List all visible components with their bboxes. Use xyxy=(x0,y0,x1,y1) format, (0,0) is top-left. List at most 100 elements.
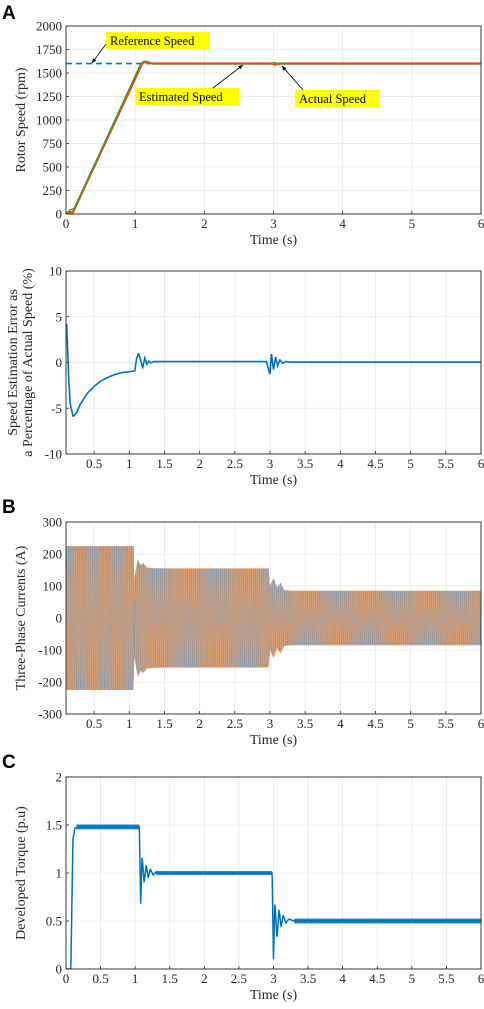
grid xyxy=(65,25,482,215)
x-axis-label: Time (s) xyxy=(250,473,298,488)
x-tick-label: 3.5 xyxy=(300,971,316,986)
y-tick-label: -10 xyxy=(45,447,62,462)
annotation-estimated-speed: Estimated Speed xyxy=(135,64,244,105)
x-tick-label: 6 xyxy=(478,216,484,231)
annotation-text: Estimated Speed xyxy=(139,90,223,104)
x-tick-label: 5.5 xyxy=(438,971,454,986)
y-tick-label: 0 xyxy=(56,207,63,222)
x-tick-label: 4 xyxy=(339,216,346,231)
series-actual-speed xyxy=(66,60,481,214)
y-tick-label: 5 xyxy=(56,309,63,324)
axes-frame xyxy=(65,776,482,970)
x-tick-label: 3.5 xyxy=(297,716,313,731)
y-tick-label: 2 xyxy=(56,770,63,785)
panel-label-b: B xyxy=(2,497,16,518)
x-tick-label: 1.5 xyxy=(156,716,172,731)
x-tick-label: 3 xyxy=(270,216,277,231)
x-tick-label: 2 xyxy=(196,716,203,731)
chart-speed_error: 0.5 1 1.5 2 2.5 3 3.5 4 4.5 5 5.5 6 -10 -5 0 5 10 Time (s… xyxy=(6,264,484,489)
annotation-reference-speed: Reference Speed xyxy=(91,32,210,64)
annotation-arrowhead xyxy=(92,58,97,63)
y-tick-label: 1750 xyxy=(36,42,62,57)
x-axis-label: Time (s) xyxy=(250,733,298,748)
plot-area xyxy=(66,824,481,969)
y-tick-label: 0.5 xyxy=(46,914,62,929)
x-tick-label: 2.5 xyxy=(227,716,243,731)
y-tick-label: -100 xyxy=(38,643,62,658)
annotation-box xyxy=(106,32,210,49)
x-tick-label: 1.5 xyxy=(156,456,172,471)
x-tick-label: 2 xyxy=(201,216,208,231)
x-tick-label: 1.5 xyxy=(162,971,178,986)
x-tick-label: 2 xyxy=(196,456,203,471)
series-speed-error xyxy=(66,324,481,418)
x-tick-label: 3 xyxy=(270,971,277,986)
x-tick-label: 5 xyxy=(409,216,416,231)
annotation-arrowhead xyxy=(238,65,243,70)
x-tick-label: 3.5 xyxy=(297,456,313,471)
y-tick-label: 1.5 xyxy=(46,818,62,833)
x-tick-label: 4.5 xyxy=(367,716,383,731)
x-tick-label: 3 xyxy=(267,456,274,471)
x-tick-label: 0 xyxy=(63,216,70,231)
x-tick-label: 6 xyxy=(478,716,484,731)
y-tick-label: -200 xyxy=(38,675,62,690)
x-tick-label: 1 xyxy=(132,216,139,231)
x-axis-label: Time (s) xyxy=(250,988,298,1003)
y-axis-label: Developed Torque (p.u) xyxy=(14,806,29,940)
y-tick-label: 200 xyxy=(43,547,63,562)
plot-area xyxy=(66,545,481,691)
annotation-box xyxy=(295,90,380,107)
y-tick-label: 100 xyxy=(43,579,63,594)
x-tick-label: 1 xyxy=(126,716,133,731)
x-tick-label: 5 xyxy=(407,456,414,471)
y-tick-label: 0 xyxy=(56,962,63,977)
y-axis-label: Rotor Speed (rpm) xyxy=(14,67,29,172)
x-tick-label: 0.5 xyxy=(92,971,108,986)
x-tick-label: 5 xyxy=(409,971,416,986)
x-tick-label: 4 xyxy=(339,971,346,986)
x-tick-label: 2 xyxy=(201,971,208,986)
annotation-arrow-line xyxy=(212,64,244,89)
y-tick-label: 1250 xyxy=(36,89,62,104)
y-tick-label: 250 xyxy=(43,183,63,198)
chart-phase_currents: 0.5 1 1.5 2 2.5 3 3.5 4 4.5 5 5.5 6 -300 -200 -100 0 100… xyxy=(14,515,484,749)
series-developed-torque xyxy=(66,826,481,969)
x-tick-label: 0.5 xyxy=(86,716,102,731)
y-tick-label: 10 xyxy=(49,264,62,279)
y-tick-label: 1000 xyxy=(36,113,62,128)
axes-frame xyxy=(65,25,482,215)
annotation-arrowhead xyxy=(282,66,287,71)
annotation-text: Reference Speed xyxy=(110,34,195,48)
x-tick-label: 4 xyxy=(337,716,344,731)
y-tick-label: 1 xyxy=(56,866,63,881)
current-phase-c xyxy=(66,545,481,691)
series-estimated-speed xyxy=(66,60,481,214)
x-tick-label: 4.5 xyxy=(369,971,385,986)
y-axis-label: a Percentage of Actual Speed (%) xyxy=(21,268,36,457)
plot-area xyxy=(66,60,481,214)
x-tick-label: 4.5 xyxy=(367,456,383,471)
axes-frame xyxy=(65,521,482,715)
y-tick-label: 300 xyxy=(43,515,63,530)
x-tick-label: 0.5 xyxy=(86,456,102,471)
y-tick-label: 500 xyxy=(43,160,63,175)
x-tick-label: 1 xyxy=(126,456,133,471)
x-tick-label: 4 xyxy=(337,456,344,471)
x-tick-label: 1 xyxy=(132,971,139,986)
annotation-arrow-line xyxy=(281,65,304,91)
x-tick-label: 3 xyxy=(267,716,274,731)
x-tick-label: 5 xyxy=(407,716,414,731)
y-tick-label: 0 xyxy=(56,355,63,370)
plot-area xyxy=(66,324,481,418)
y-tick-label: -5 xyxy=(51,401,62,416)
y-tick-label: 2000 xyxy=(36,19,62,34)
x-tick-label: 2.5 xyxy=(227,456,243,471)
y-tick-label: 750 xyxy=(43,136,63,151)
x-tick-label: 5.5 xyxy=(438,456,454,471)
y-axis-label: Three-Phase Currents (A) xyxy=(14,545,29,690)
grid xyxy=(66,270,482,455)
y-tick-label: -300 xyxy=(38,707,62,722)
x-tick-label: 2.5 xyxy=(231,971,247,986)
